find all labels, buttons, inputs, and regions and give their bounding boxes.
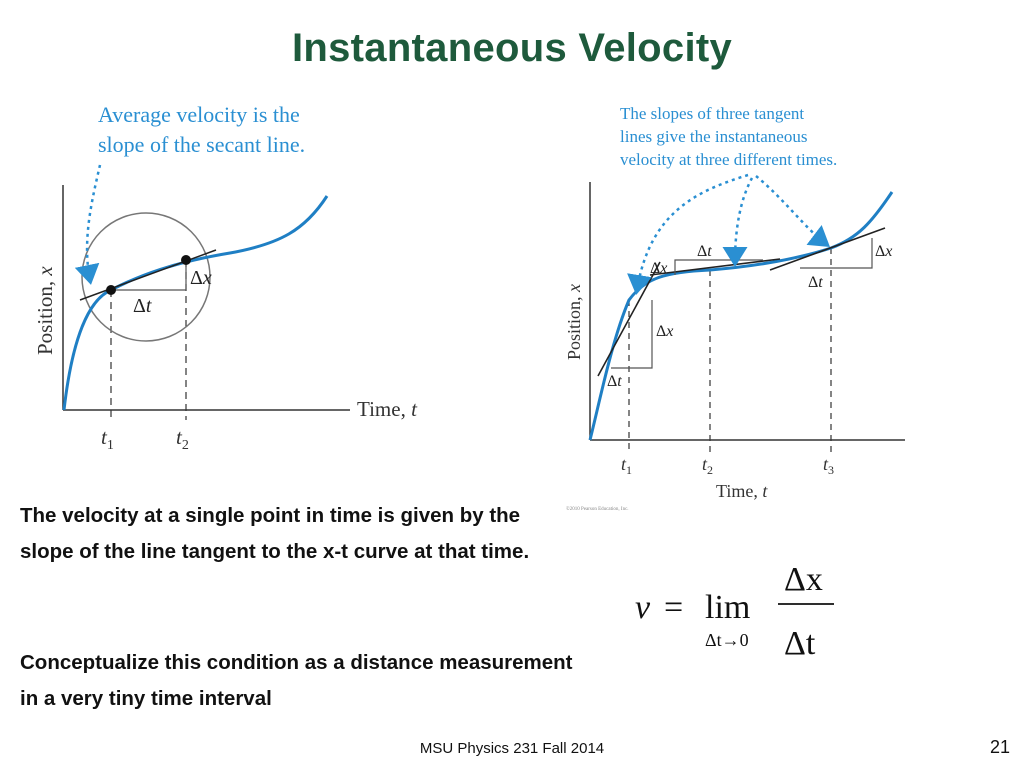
right-x-axis-label: Time, t [716,481,768,501]
left-position-curve [62,195,329,411]
left-point-2 [181,255,191,265]
copyright-text: ©2010 Pearson Education, Inc. [566,506,629,512]
right-dt-label-2: Δt [697,243,712,260]
tangent-line-2 [649,258,781,276]
right-callout-text: The slopes of three tangent lines give t… [620,102,920,171]
right-t2-label: t2 [702,454,713,477]
right-t1-label: t1 [621,454,632,477]
right-dx-label-tangent1: Δx [656,323,673,340]
right-y-axis-label: Position, x [564,284,584,360]
left-t2-label: t2 [176,425,189,453]
slide-number: 21 [989,737,1010,757]
right-callout-arrow-2 [722,177,754,267]
equation-equals: = [664,589,683,626]
left-dt-label: Δt [133,295,152,317]
secant-figure: Δx Δt Position, x Time, t t1 t2 [33,164,418,453]
equation-lim: lim [705,589,750,626]
right-dt-label-tangent1: Δt [607,373,622,390]
left-dx-label: Δx [190,267,212,289]
delta-triangle-1 [611,300,653,369]
delta-triangle-3 [800,238,873,269]
left-point-1 [106,285,116,295]
equation-numerator: Δx [784,561,823,598]
left-y-axis-label: Position, x [33,266,57,355]
right-callout-line2: lines give the instantaneous [620,127,808,146]
right-callout-arrow-3 [755,175,830,248]
equation-limit-subscript: Δt→0 [705,630,749,650]
velocity-equation: v = lim Δt→0 Δx Δt [635,561,834,662]
left-callout-arrow [74,164,102,285]
left-callout-text: Average velocity is the slope of the sec… [98,100,378,160]
equation-denominator: Δt [784,625,816,662]
left-x-axis-label: Time, t [357,397,418,421]
secant-line [79,249,217,301]
right-t3-label: t3 [823,454,834,477]
explanation-paragraph-2: Conceptualize this condition as a distan… [20,651,573,710]
right-position-curve [588,191,894,441]
slide-title: Instantaneous Velocity [291,26,733,70]
right-dx-label-3: Δx [875,243,892,260]
explanation-paragraph-1: The velocity at a single point in time i… [20,504,530,563]
tangent-figure: Δx Δt Δx Δt Δx Δt Position, x Time, t t1… [564,173,905,512]
left-t1-label: t1 [101,425,114,453]
equation-v: v [635,589,651,626]
right-dt-label-3: Δt [808,274,823,291]
right-dx-label-1: Δx [650,260,667,277]
left-delta-triangle [111,260,187,291]
right-callout-line3: velocity at three different times. [620,150,838,169]
right-callout-line1: The slopes of three tangent [620,104,805,123]
tangent-line-3 [769,227,886,271]
left-callout-line1: Average velocity is the [98,102,300,127]
left-callout-line2: slope of the secant line. [98,132,306,157]
slide-footer: MSU Physics 231 Fall 2014 [419,740,605,757]
